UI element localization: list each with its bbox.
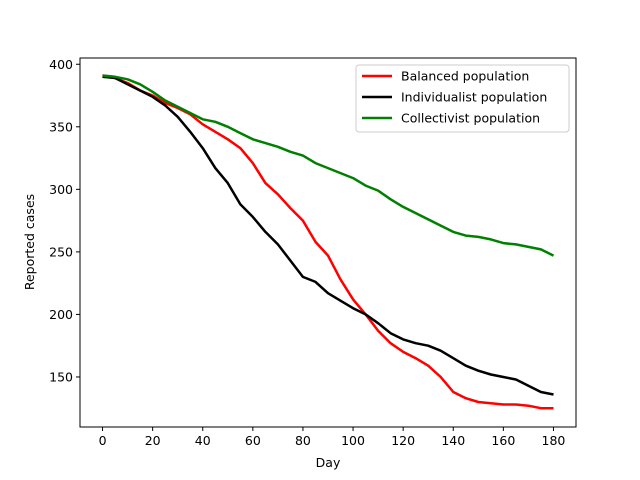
y-tick-label: 250 <box>49 244 73 259</box>
x-tick-label: 180 <box>542 433 566 448</box>
x-tick-label: 0 <box>99 433 107 448</box>
plot-frame <box>79 57 577 428</box>
legend-label-collectivist: Collectivist population <box>401 111 540 126</box>
y-axis-ticks: 150 200 250 300 350 400 <box>49 57 80 384</box>
y-tick-label: 400 <box>49 57 73 72</box>
y-axis-label: Reported cases <box>22 194 37 290</box>
y-tick-label: 200 <box>49 307 73 322</box>
x-axis-ticks: 0 20 40 60 80 100 120 140 160 180 <box>99 427 566 448</box>
x-tick-label: 20 <box>145 433 161 448</box>
x-tick-label: 80 <box>295 433 311 448</box>
legend: Balanced population Individualist popula… <box>355 64 570 133</box>
x-tick-label: 60 <box>245 433 261 448</box>
y-tick-label: 150 <box>49 369 73 384</box>
x-tick-label: 40 <box>195 433 211 448</box>
x-axis-label: Day <box>316 455 341 470</box>
x-tick-label: 120 <box>391 433 415 448</box>
x-tick-label: 140 <box>441 433 465 448</box>
series-line-individualist <box>102 75 554 396</box>
legend-label-balanced: Balanced population <box>401 69 529 84</box>
legend-label-individualist: Individualist population <box>401 90 547 105</box>
series-line-collectivist <box>102 74 555 257</box>
x-tick-label: 160 <box>491 433 515 448</box>
series-layer <box>102 74 555 410</box>
legend-box <box>355 64 570 133</box>
y-tick-label: 350 <box>49 119 73 134</box>
x-tick-label: 100 <box>341 433 365 448</box>
y-tick-label: 300 <box>49 182 73 197</box>
